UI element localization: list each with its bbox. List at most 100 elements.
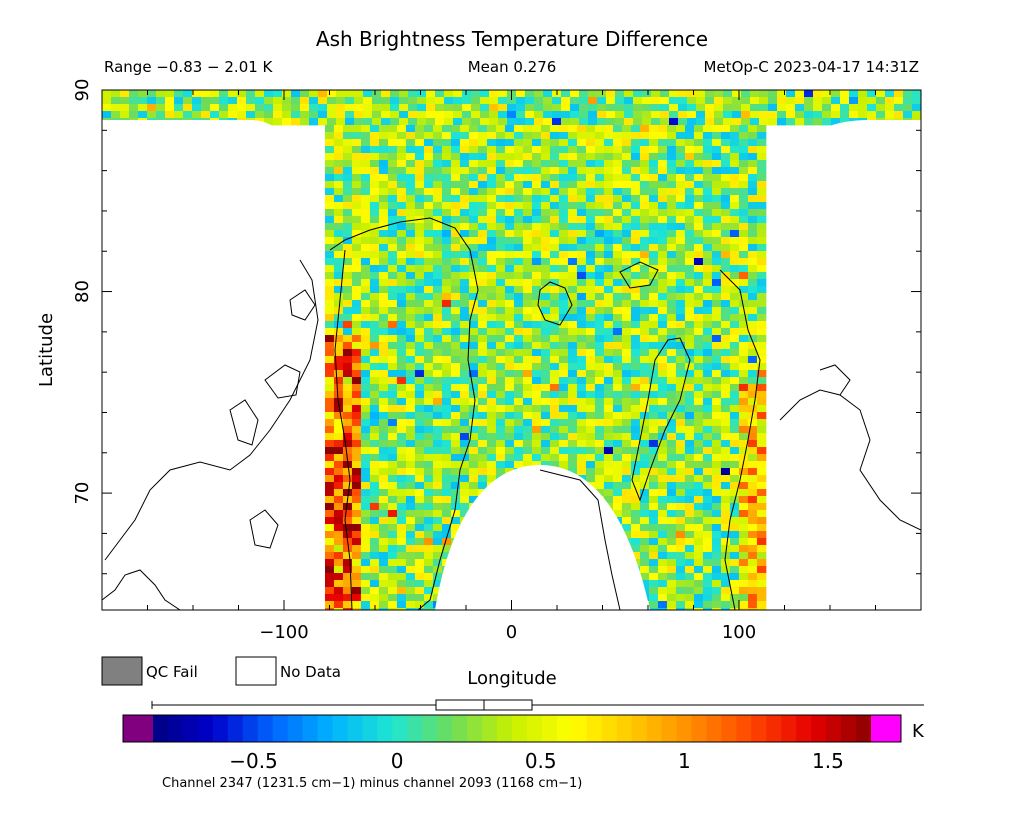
swath-cell — [495, 307, 506, 315]
swath-cell — [468, 433, 479, 441]
swath-cell — [498, 111, 508, 119]
swath-cell — [504, 412, 515, 420]
swath-cell — [174, 104, 184, 112]
swath-cell — [360, 440, 371, 448]
swath-cell — [228, 90, 238, 98]
swath-cell — [570, 97, 580, 105]
swath-cell — [468, 426, 479, 434]
x-tick-labels: −100 0 100 — [259, 622, 756, 643]
swath-cell — [405, 216, 416, 224]
swath-cell — [603, 293, 614, 301]
swath-cell — [630, 391, 641, 399]
swath-cell — [432, 209, 443, 217]
swath-cell — [666, 419, 677, 427]
swath-cell — [462, 90, 472, 98]
swath-cell — [693, 391, 704, 399]
swath-cell — [576, 342, 587, 350]
swath-cell — [603, 279, 614, 287]
swath-cell — [441, 447, 452, 455]
no-data-regions — [102, 120, 921, 610]
swath-cell — [174, 90, 184, 98]
swath-cell — [495, 405, 506, 413]
swath-cell — [489, 104, 499, 112]
swath-cell — [747, 153, 758, 161]
swath-cell — [468, 384, 479, 392]
swath-cell — [459, 286, 470, 294]
swath-cell — [534, 90, 544, 98]
swath-cell — [768, 97, 778, 105]
swath-cell — [657, 601, 668, 609]
swath-cell — [459, 349, 470, 357]
swath-cell — [192, 104, 202, 112]
swath-cell — [630, 167, 641, 175]
swath-cell — [756, 524, 767, 532]
swath-cell — [441, 384, 452, 392]
swath-cell — [747, 377, 758, 385]
colorbar-cell — [661, 715, 678, 742]
swath-cell — [639, 405, 650, 413]
swath-cell — [405, 545, 416, 553]
swath-cell — [693, 580, 704, 588]
swath-cell — [639, 223, 650, 231]
swath-cell — [549, 384, 560, 392]
swath-cell — [558, 202, 569, 210]
swath-cell — [585, 384, 596, 392]
swath-cell — [657, 139, 668, 147]
swath-cell — [396, 167, 407, 175]
swath-cell — [396, 587, 407, 595]
swath-cell — [477, 286, 488, 294]
swath-cell — [450, 419, 461, 427]
swath-cell — [369, 538, 380, 546]
swath-cell — [603, 230, 614, 238]
swath-cell — [858, 104, 868, 112]
swath-cell — [675, 307, 686, 315]
swath-cell — [504, 447, 515, 455]
swath-cell — [342, 524, 353, 532]
swath-cell — [603, 314, 614, 322]
swath-cell — [576, 223, 587, 231]
swath-cell — [693, 566, 704, 574]
swath-cell — [324, 573, 335, 581]
swath-cell — [756, 258, 767, 266]
swath-cell — [120, 97, 130, 105]
swath-cell — [414, 433, 425, 441]
swath-cell — [630, 531, 641, 539]
swath-cell — [450, 160, 461, 168]
swath-cell — [630, 293, 641, 301]
swath-cell — [504, 356, 515, 364]
swath-cell — [201, 90, 211, 98]
swath-cell — [405, 328, 416, 336]
swath-cell — [378, 342, 389, 350]
swath-cell — [405, 279, 416, 287]
swath-cell — [477, 188, 488, 196]
swath-cell — [666, 153, 677, 161]
swath-cell — [756, 139, 767, 147]
swath-cell — [414, 524, 425, 532]
swath-cell — [585, 153, 596, 161]
swath-cell — [648, 447, 659, 455]
swath-cell — [756, 594, 767, 602]
swath-cell — [621, 209, 632, 217]
swath-cell — [342, 265, 353, 273]
swath-cell — [729, 440, 740, 448]
swath-cell — [594, 363, 605, 371]
swath-cell — [621, 174, 632, 182]
swath-cell — [237, 104, 247, 112]
swath-cell — [300, 118, 310, 126]
colorbar-frame — [122, 714, 902, 743]
swath-cell — [432, 335, 443, 343]
swath-cell — [675, 328, 686, 336]
swath-cell — [543, 111, 553, 119]
swath-cell — [342, 545, 353, 553]
swath-cell — [684, 286, 695, 294]
swath-cell — [702, 195, 713, 203]
swath-cell — [702, 524, 713, 532]
swath-cell — [621, 139, 632, 147]
swath-cell — [432, 363, 443, 371]
swath-cell — [576, 293, 587, 301]
swath-cell — [693, 321, 704, 329]
swath-cell — [459, 265, 470, 273]
coastline-scandinavia — [539, 469, 621, 610]
swath-cell — [702, 412, 713, 420]
